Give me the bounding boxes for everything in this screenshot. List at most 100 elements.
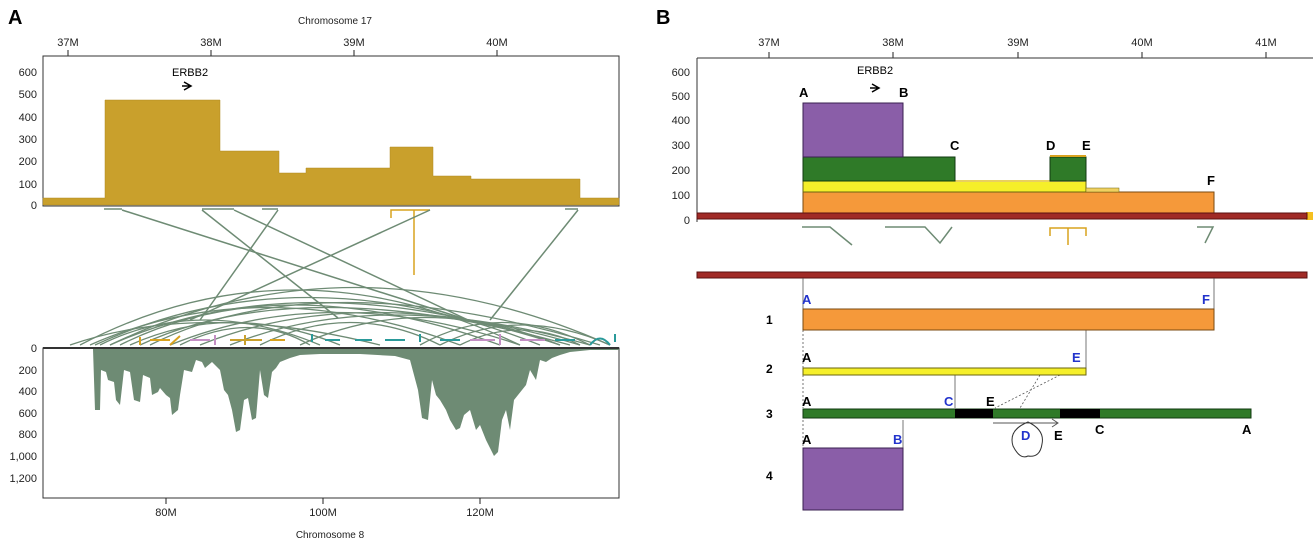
row-3-label-e-left: E <box>986 394 995 409</box>
tick-100m: 100M <box>309 507 337 519</box>
row-3-number: 3 <box>766 407 773 421</box>
chr8-y-ticks: 0 200 400 600 800 1,000 1,200 <box>9 343 37 485</box>
row-1-right-label: F <box>1202 292 1210 307</box>
b-y-100: 100 <box>672 190 690 202</box>
panel-a-letter: A <box>8 7 22 29</box>
b-tick-38m: 38M <box>882 37 903 49</box>
y-tick-200: 200 <box>19 156 37 168</box>
erbb2-gene-label: ERBB2 <box>172 67 208 79</box>
chr8-y-400: 400 <box>19 386 37 398</box>
segment-yellow-step <box>955 180 1085 182</box>
b-breakpoint-marks <box>802 226 1215 246</box>
chr17-top-ticks: 37M 38M 39M 40M <box>57 37 507 49</box>
row-2-number: 2 <box>766 362 773 376</box>
chr8-y-1000: 1,000 <box>9 451 37 463</box>
segment-purple-ab <box>802 102 904 158</box>
b-y-600: 600 <box>672 67 690 79</box>
erbb2-direction-arrow <box>182 81 193 91</box>
row-4-left-label: A <box>802 432 812 447</box>
y-tick-100: 100 <box>19 179 37 191</box>
tick-37m: 37M <box>57 37 78 49</box>
segment-orange-af <box>802 191 1215 215</box>
chr8-axis-title: Chromosome 8 <box>296 530 365 541</box>
row-3-label-d: D <box>1021 428 1030 443</box>
b-y-200: 200 <box>672 165 690 177</box>
y-tick-600: 600 <box>19 67 37 79</box>
row-3-label-e-right: E <box>1054 428 1063 443</box>
b-vertical-connectors <box>802 278 1215 448</box>
seg-label-c: C <box>950 138 960 153</box>
chr8-inverted-coverage <box>43 349 619 456</box>
b-y-400: 400 <box>672 115 690 127</box>
row-3-label-c-right: C <box>1095 422 1105 437</box>
b-tick-39m: 39M <box>1007 37 1028 49</box>
row-2-left-label: A <box>802 350 812 365</box>
row-1-number: 1 <box>766 313 773 327</box>
y-tick-400: 400 <box>19 112 37 124</box>
tick-39m: 39M <box>343 37 364 49</box>
seg-label-a: A <box>799 85 809 100</box>
chr8-y-0: 0 <box>31 343 37 355</box>
chr8-arcs <box>69 286 611 346</box>
b-y-500: 500 <box>672 91 690 103</box>
panel-b-frame <box>696 57 1313 222</box>
panel-b-top-ticks: 37M 38M 39M 40M 41M <box>758 37 1276 49</box>
segment-edge-mark <box>1306 212 1313 220</box>
b-tick-40m: 40M <box>1131 37 1152 49</box>
chr8-x-ticks: 80M 100M 120M <box>155 507 493 519</box>
seg-label-b: B <box>899 85 908 100</box>
seg-label-d: D <box>1046 138 1055 153</box>
tick-120m: 120M <box>466 507 494 519</box>
chr17-y-ticks: 600 500 400 300 200 100 0 <box>19 67 37 212</box>
b-y-300: 300 <box>672 140 690 152</box>
chr8-y-600: 600 <box>19 408 37 420</box>
chr17-plot-frame <box>42 55 620 207</box>
row-1-bar <box>802 308 1215 331</box>
b-y-0: 0 <box>684 215 690 227</box>
chr17-coverage-area <box>42 99 620 206</box>
row-3-insertion-loop <box>1011 421 1043 458</box>
seg-label-f: F <box>1207 173 1215 188</box>
segment-green-ac <box>802 156 956 182</box>
row-3-label-a-right: A <box>1242 422 1252 437</box>
tick-80m: 80M <box>155 507 176 519</box>
chr8-y-800: 800 <box>19 429 37 441</box>
b-erbb2-gene-label: ERBB2 <box>857 65 893 77</box>
chromosome-bar-top <box>696 212 1308 220</box>
y-tick-300: 300 <box>19 134 37 146</box>
chr17-axis-title: Chromosome 17 <box>298 16 372 27</box>
chr8-y-1200: 1,200 <box>9 473 37 485</box>
b-erbb2-direction-arrow <box>870 83 881 93</box>
chr8-colored-segments <box>139 334 616 346</box>
segment-yellow-tail <box>1085 187 1120 193</box>
b-tick-41m: 41M <box>1255 37 1276 49</box>
row-3-bar <box>802 408 1252 419</box>
row-1-left-label: A <box>802 292 812 307</box>
segment-green-de <box>1049 156 1087 182</box>
panel-b-y-ticks: 600 500 400 300 200 100 0 <box>672 67 690 227</box>
seg-label-e: E <box>1082 138 1091 153</box>
tick-38m: 38M <box>200 37 221 49</box>
segment-letters: A B C D E F <box>799 85 1215 188</box>
y-tick-0: 0 <box>31 200 37 212</box>
row-3-label-a-left: A <box>802 394 812 409</box>
b-highlight-bracket <box>1049 227 1087 245</box>
panel-b-letter: B <box>656 7 670 29</box>
row-2-right-label: E <box>1072 350 1081 365</box>
chr17-chr8-connectors <box>121 209 579 321</box>
y-tick-500: 500 <box>19 89 37 101</box>
row-3-label-c-left: C <box>944 394 954 409</box>
row-4-bar <box>802 447 904 511</box>
b-tick-37m: 37M <box>758 37 779 49</box>
chromosome-bar-middle <box>696 271 1308 279</box>
row-3-dark-block-1 <box>955 409 993 418</box>
row-4-right-label: B <box>893 432 902 447</box>
chr8-y-200: 200 <box>19 365 37 377</box>
segment-yellow-ae <box>802 180 1087 193</box>
tick-40m: 40M <box>486 37 507 49</box>
row-4-number: 4 <box>766 469 773 483</box>
chr17-highlight-bracket <box>390 209 430 218</box>
row-2-bar <box>802 367 1087 376</box>
row-3-dark-block-2 <box>1060 409 1100 418</box>
